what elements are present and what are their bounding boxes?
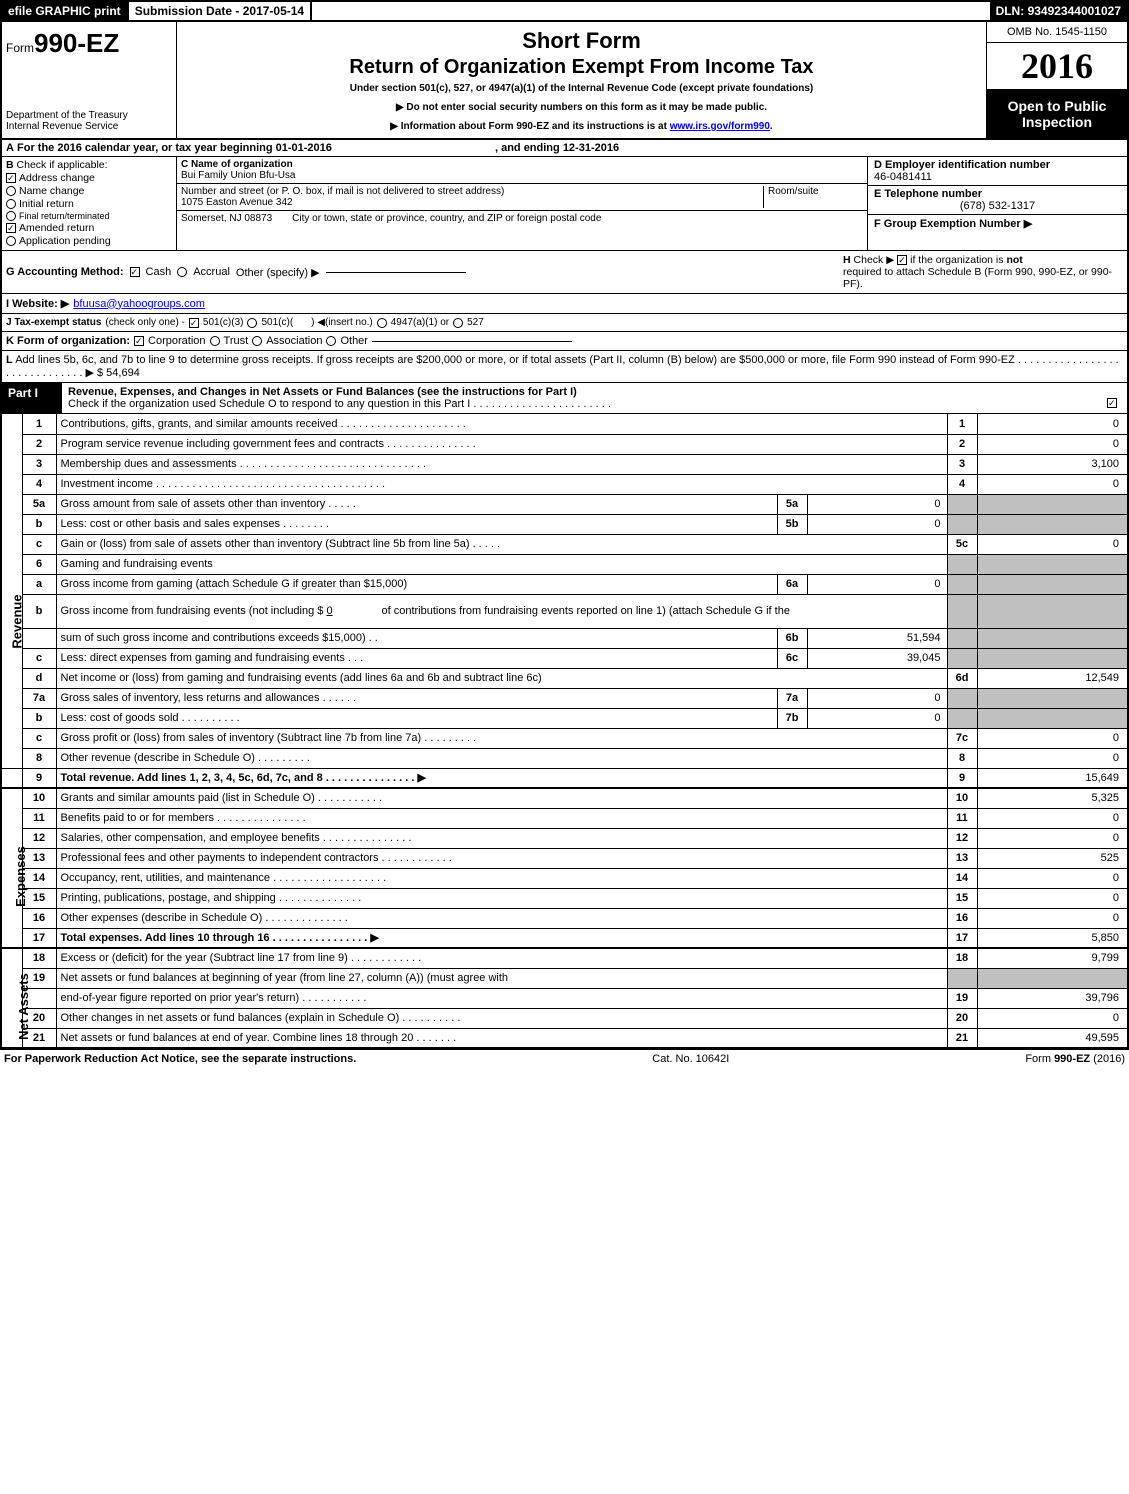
pra-notice: For Paperwork Reduction Act Notice, see …	[4, 1053, 356, 1065]
other-org-radio[interactable]	[326, 336, 336, 346]
form-header: Form990-EZ Department of the Treasury In…	[0, 22, 1129, 140]
501c-radio[interactable]	[247, 318, 257, 328]
final-return-radio[interactable]	[6, 211, 16, 221]
initial-return-radio[interactable]	[6, 199, 16, 209]
website-link[interactable]: bfuusa@yahoogroups.com	[73, 298, 205, 310]
other-specify-input[interactable]	[326, 272, 466, 273]
application-pending-radio[interactable]	[6, 236, 16, 246]
page-footer: For Paperwork Reduction Act Notice, see …	[0, 1049, 1129, 1068]
phone: (678) 532-1317	[874, 200, 1121, 212]
ein-label: D Employer identification number	[874, 159, 1121, 171]
expenses-label: Expenses	[13, 846, 28, 907]
catalog-number: Cat. No. 10642I	[652, 1053, 729, 1065]
efile-print-button[interactable]: efile GRAPHIC print	[2, 2, 129, 20]
tax-year: 2016	[987, 43, 1127, 90]
527-radio[interactable]	[453, 318, 463, 328]
h-checkbox[interactable]	[897, 255, 907, 265]
website-row: I Website: ▶ bfuusa@yahoogroups.com	[2, 294, 1127, 314]
lines-table: Revenue 1Contributions, gifts, grants, a…	[2, 414, 1127, 1049]
form-number: Form990-EZ	[6, 28, 172, 59]
gross-receipts-row: L Add lines 5b, 6c, and 7b to line 9 to …	[2, 351, 1127, 383]
4947-radio[interactable]	[377, 318, 387, 328]
form-of-org-row: K Form of organization: Corporation Trus…	[2, 332, 1127, 351]
tax-exempt-row: J Tax-exempt status(check only one) - 50…	[2, 314, 1127, 332]
room-suite-label: Room/suite	[763, 186, 863, 208]
top-bar: efile GRAPHIC print Submission Date - 20…	[0, 0, 1129, 22]
accrual-radio[interactable]	[177, 267, 187, 277]
line-a: A For the 2016 calendar year, or tax yea…	[2, 140, 1127, 157]
cash-checkbox[interactable]	[130, 267, 140, 277]
org-name: Bui Family Union Bfu-Usa	[181, 170, 863, 181]
dln: DLN: 93492344001027	[990, 2, 1127, 20]
other-org-input[interactable]	[372, 341, 572, 342]
org-name-label: C Name of organization	[181, 159, 293, 170]
amended-return-label: Amended return	[19, 222, 94, 234]
trust-radio[interactable]	[210, 336, 220, 346]
revenue-label: Revenue	[10, 594, 25, 648]
gross-receipts-amount: $ 54,694	[97, 367, 140, 379]
department: Department of the Treasury Internal Reve…	[6, 110, 172, 132]
open-to-public: Open to Public Inspection	[987, 90, 1127, 138]
schedule-o-checkbox[interactable]	[1107, 398, 1117, 408]
group-exemption-label: F Group Exemption Number ▶	[874, 218, 1032, 230]
under-section: Under section 501(c), 527, or 4947(a)(1)…	[185, 83, 978, 94]
warning-1: ▶ Do not enter social security numbers o…	[185, 102, 978, 113]
accounting-method-row: G Accounting Method: Cash Accrual Other …	[2, 251, 1127, 294]
name-change-label: Name change	[19, 185, 84, 197]
street: 1075 Easton Avenue 342	[181, 197, 763, 208]
name-change-radio[interactable]	[6, 186, 16, 196]
form-ref: Form 990-EZ (2016)	[1025, 1053, 1125, 1065]
entity-block: B Check if applicable: Address change Na…	[2, 157, 1127, 251]
part-i-header: Part I Revenue, Expenses, and Changes in…	[2, 383, 1127, 414]
phone-label: E Telephone number	[874, 188, 1121, 200]
corporation-checkbox[interactable]	[134, 336, 144, 346]
address-change-label: Address change	[19, 172, 95, 184]
street-label: Number and street (or P. O. box, if mail…	[181, 186, 763, 197]
final-return-label: Final return/terminated	[19, 211, 110, 221]
warning-2: ▶ Information about Form 990-EZ and its …	[185, 121, 978, 132]
501c3-checkbox[interactable]	[189, 318, 199, 328]
address-change-checkbox[interactable]	[6, 173, 16, 183]
net-assets-label: Net Assets	[16, 973, 31, 1040]
initial-return-label: Initial return	[19, 198, 74, 210]
main-title: Return of Organization Exempt From Incom…	[185, 56, 978, 79]
omb-number: OMB No. 1545-1150	[987, 22, 1127, 43]
ein: 46-0481411	[874, 171, 1121, 183]
application-pending-label: Application pending	[19, 235, 111, 247]
short-form-title: Short Form	[185, 28, 978, 54]
submission-date: Submission Date - 2017-05-14	[129, 2, 312, 20]
amended-return-checkbox[interactable]	[6, 223, 16, 233]
irs-link[interactable]: www.irs.gov/form990	[670, 121, 770, 132]
association-radio[interactable]	[252, 336, 262, 346]
city-label: City or town, state or province, country…	[292, 213, 601, 224]
city: Somerset, NJ 08873	[181, 213, 272, 224]
